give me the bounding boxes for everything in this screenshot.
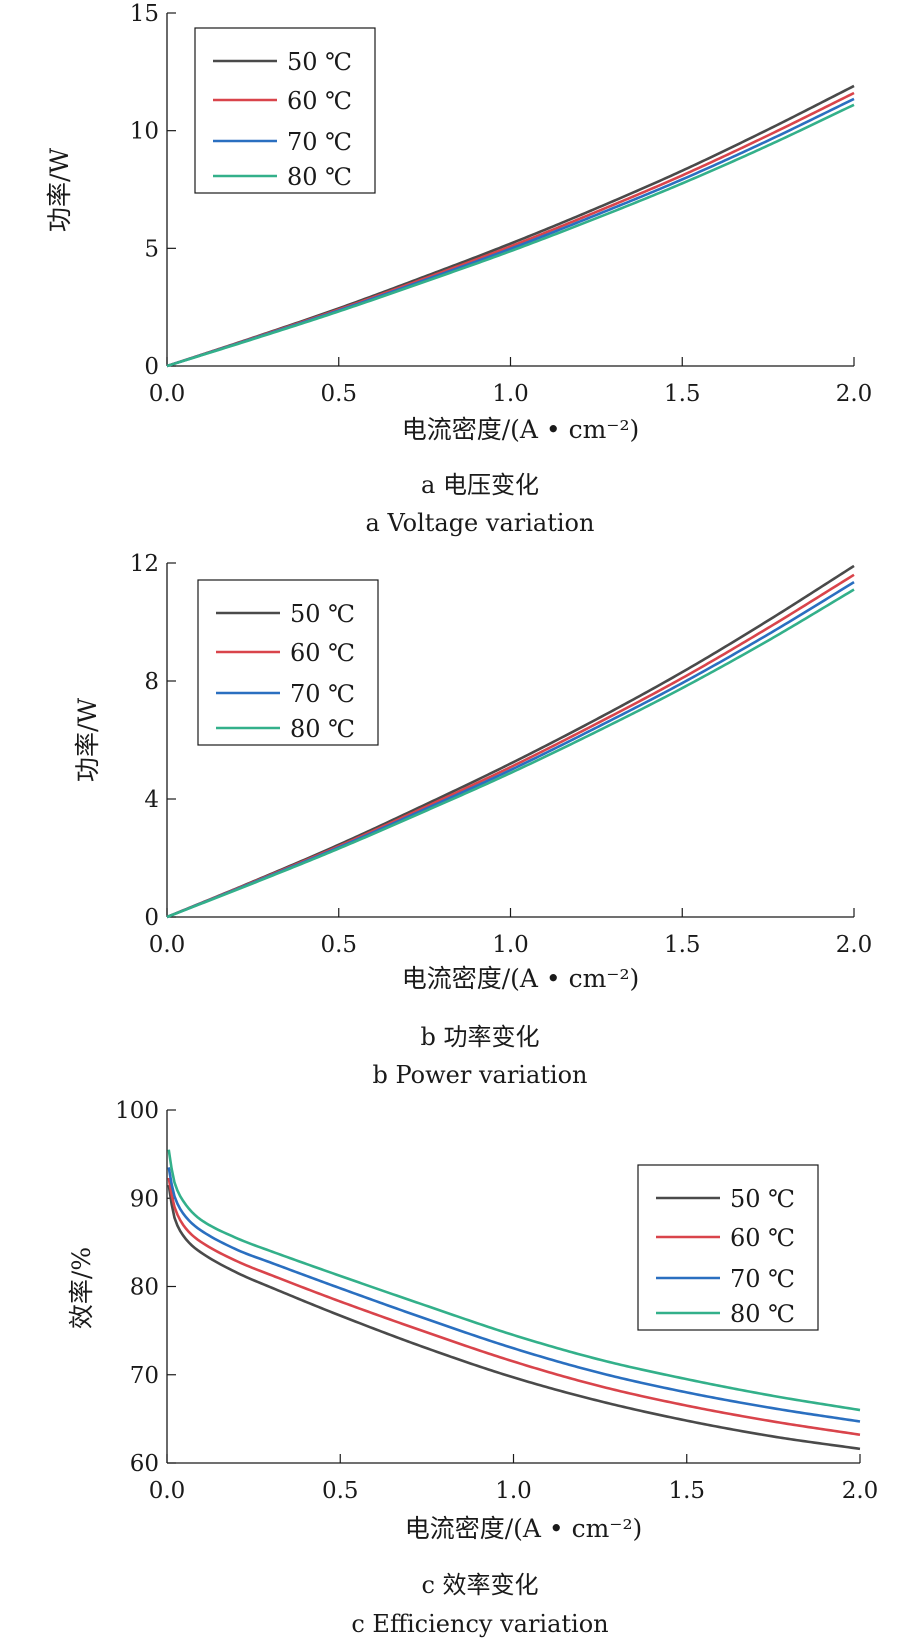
x-axis-title: 电流密度/(A • cm⁻²): [402, 964, 640, 993]
chart-panel-b: 0.0 0.5 1.0 1.5 2.0 0 4 8 12 电流密度/(A • cm⁻²) 功率/W 5…: [73, 551, 872, 1089]
legend-label-3: 70 ℃: [730, 1265, 795, 1293]
x-tick-label: 0.0: [149, 1478, 186, 1504]
y-tick-label: 4: [144, 787, 159, 813]
legend-label-2: 60 ℃: [287, 87, 352, 115]
series-line-4: [167, 1149, 861, 1412]
series-line-2: [167, 1177, 861, 1437]
legend-label-3: 70 ℃: [290, 680, 355, 708]
x-tick-label: 1.0: [492, 932, 529, 958]
y-tick-label: 80: [130, 1275, 159, 1301]
x-tick-label: 1.0: [495, 1478, 532, 1504]
caption-cn: c 效率变化: [421, 1571, 538, 1599]
series-line-4: [166, 588, 855, 919]
y-tick-label: 10: [130, 119, 159, 145]
y-tick-label: 12: [130, 551, 159, 577]
x-tick-label: 2.0: [836, 381, 873, 407]
y-tick-label: 15: [130, 1, 159, 27]
legend-box: [637, 1164, 819, 1331]
x-tick-label: 2.0: [842, 1478, 879, 1504]
series-line-3: [167, 1167, 861, 1423]
legend-label-2: 60 ℃: [730, 1224, 795, 1252]
y-tick-label: 8: [144, 669, 159, 695]
legend-label-1: 50 ℃: [730, 1185, 795, 1213]
x-tick-label: 2.0: [836, 932, 873, 958]
legend-label-2: 60 ℃: [290, 639, 355, 667]
series-line-1: [167, 1184, 861, 1451]
x-tick-label: 0.5: [320, 381, 357, 407]
series-line-4: [166, 103, 855, 368]
x-tick-label: 0.5: [320, 932, 357, 958]
y-tick-label: 70: [130, 1363, 159, 1389]
legend-box: [194, 27, 376, 194]
caption-cn: a 电压变化: [421, 471, 539, 499]
x-tick-label: 1.5: [668, 1478, 705, 1504]
legend-box: [197, 579, 379, 746]
y-tick-label: 0: [144, 905, 159, 931]
legend-label-3: 70 ℃: [287, 128, 352, 156]
x-tick-label: 0.5: [322, 1478, 359, 1504]
legend-label-4: 80 ℃: [287, 163, 352, 191]
legend-label-1: 50 ℃: [287, 48, 352, 76]
x-axis-title: 电流密度/(A • cm⁻²): [405, 1514, 643, 1543]
y-tick-label: 90: [130, 1186, 159, 1212]
x-tick-label: 1.5: [664, 932, 701, 958]
legend-label-4: 80 ℃: [290, 715, 355, 743]
y-tick-label: 100: [115, 1098, 159, 1124]
x-tick-label: 1.0: [492, 381, 529, 407]
chart-panel-c: 0.0 0.5 1.0 1.5 2.0 60 70 80 90 100 电流密度/(A • cm⁻²…: [67, 1098, 878, 1638]
y-axis-title: 功率/W: [73, 698, 102, 782]
chart-panel-a: 0.0 0.5 1.0 1.5 2.0 0 5 10 15 电流密度/(A • cm⁻²) 功率/W…: [45, 1, 872, 537]
x-tick-label: 0.0: [149, 381, 186, 407]
y-tick-label: 5: [144, 236, 159, 262]
legend-label-4: 80 ℃: [730, 1300, 795, 1328]
x-tick-label: 0.0: [149, 932, 186, 958]
y-axis-title: 功率/W: [45, 148, 74, 232]
legend-label-1: 50 ℃: [290, 600, 355, 628]
caption-en: b Power variation: [372, 1061, 587, 1089]
caption-cn: b 功率变化: [421, 1023, 540, 1051]
caption-en: c Efficiency variation: [351, 1610, 608, 1638]
y-tick-label: 0: [144, 354, 159, 380]
y-tick-label: 60: [130, 1451, 159, 1477]
x-axis-title: 电流密度/(A • cm⁻²): [402, 415, 640, 444]
y-axis-title: 效率/%: [67, 1247, 96, 1329]
caption-en: a Voltage variation: [366, 509, 595, 537]
x-tick-label: 1.5: [664, 381, 701, 407]
